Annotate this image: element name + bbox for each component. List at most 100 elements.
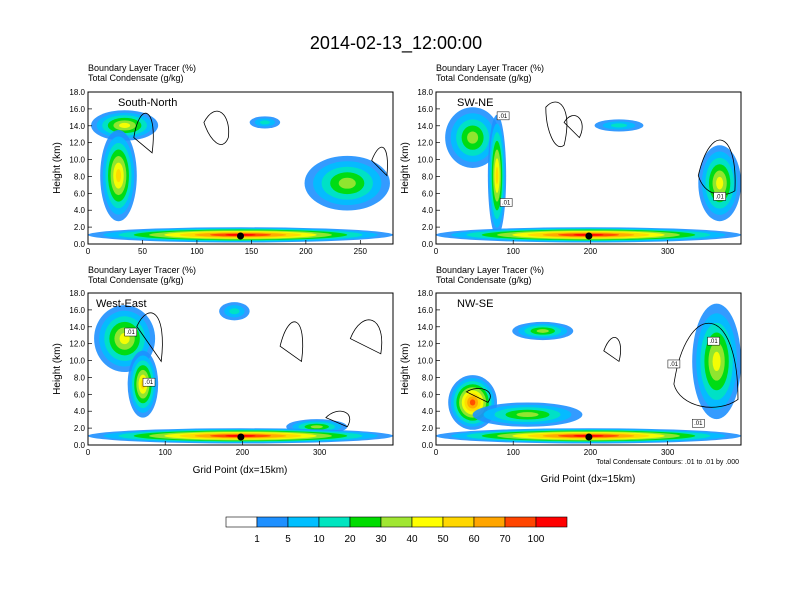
condensate-contour: [133, 112, 154, 154]
contour-label: .01: [670, 362, 679, 368]
x-tick-label: 100: [507, 247, 521, 256]
y-tick-label: 8.0: [422, 373, 434, 382]
contour-label-box: [692, 418, 705, 428]
y-tick-label: 4.0: [74, 206, 86, 215]
panel-south-north: Boundary Layer Tracer (%) Total Condensa…: [52, 63, 394, 256]
contour-label-box: [707, 336, 720, 346]
x-tick-label: 100: [507, 448, 521, 457]
colorbar-swatch: [411, 516, 444, 528]
panel-title-line-1: Boundary Layer Tracer (%): [88, 265, 196, 275]
colorbar-label: 70: [499, 534, 511, 545]
x-tick-label: 0: [434, 247, 439, 256]
y-tick-label: 4.0: [74, 407, 86, 416]
panel-nw-se: Boundary Layer Tracer (%) Total Condensa…: [400, 265, 742, 457]
y-tick-label: 0.0: [74, 441, 86, 450]
y-tick-label: 14.0: [69, 323, 85, 332]
panel-title-line-2: Total Condensate (g/kg): [436, 73, 532, 83]
y-axis-label: Height (km): [52, 142, 63, 194]
y-tick-label: 6.0: [422, 189, 434, 198]
colorbar-swatch: [349, 516, 382, 528]
x-tick-label: 200: [584, 448, 598, 457]
x-axis-label-left: Grid Point (dx=15km): [193, 465, 288, 476]
panel-label: South-North: [118, 97, 177, 109]
location-marker: [585, 232, 593, 240]
colorbar-swatch: [504, 516, 537, 528]
y-tick-label: 6.0: [74, 189, 86, 198]
panel-title-line-1: Boundary Layer Tracer (%): [88, 63, 196, 73]
panel-title-line-2: Total Condensate (g/kg): [88, 73, 184, 83]
condensate-contour: [371, 146, 388, 177]
x-tick-label: 100: [159, 448, 173, 457]
tracer-shading: [712, 351, 721, 372]
contour-label-box: [496, 111, 510, 121]
condensate-contours: [136, 312, 383, 428]
contour-label-box: [142, 377, 156, 387]
y-tick-label: 16.0: [69, 306, 85, 315]
condensate-contour: [203, 110, 230, 145]
panel-title-line-2: Total Condensate (g/kg): [88, 275, 184, 285]
y-tick-label: 6.0: [74, 390, 86, 399]
contour-label-box: [713, 192, 726, 201]
condensate-contour: [673, 323, 739, 408]
colorbar-label: 20: [344, 534, 356, 545]
axes: 0 100 200 300 0.0 2.0 4.0 6.0 8.0 10.0 12.0 14.0 16.…: [400, 88, 675, 256]
y-tick-label: 18.0: [69, 289, 85, 298]
y-tick-label: 18.0: [69, 88, 85, 97]
panel-west-east: Boundary Layer Tracer (%) Total Condensa…: [52, 265, 394, 457]
y-tick-label: 14.0: [417, 122, 433, 131]
contour-labels: .01 .01: [124, 327, 156, 387]
y-tick-label: 10.0: [69, 156, 85, 165]
x-tick-label: 200: [236, 448, 250, 457]
x-tick-label: 300: [661, 448, 675, 457]
y-tick-label: 14.0: [417, 323, 433, 332]
condensate-contour: [136, 312, 163, 363]
location-marker: [237, 232, 244, 240]
tracer-shading: [495, 166, 499, 185]
y-tick-label: 12.0: [69, 139, 85, 148]
condensate-contour: [545, 101, 568, 148]
y-tick-label: 10.0: [417, 357, 433, 366]
y-tick-label: 0.0: [422, 240, 434, 249]
y-tick-label: 2.0: [74, 223, 86, 232]
colorbar-label: 100: [528, 534, 545, 545]
y-tick-label: 8.0: [74, 172, 86, 181]
contour-label: .01: [694, 421, 703, 427]
contour-label: .01: [499, 114, 508, 120]
plot-frame: [435, 91, 742, 245]
panel-label: NW-SE: [457, 298, 493, 310]
tracer-shading: [338, 177, 356, 189]
colorbar-label: 1: [254, 534, 260, 545]
x-tick-label: 0: [86, 448, 91, 457]
panel-label: West-East: [96, 298, 147, 310]
y-tick-label: 16.0: [417, 105, 433, 114]
tracer-field: [88, 293, 393, 445]
condensate-contour: [465, 388, 491, 403]
y-tick-label: 2.0: [422, 424, 434, 433]
panel-title-line-1: Boundary Layer Tracer (%): [436, 63, 544, 73]
colorbar-swatch: [256, 516, 289, 528]
condensate-contours: [545, 101, 736, 195]
x-axis-label-right: Grid Point (dx=15km): [541, 474, 636, 485]
y-tick-label: 4.0: [422, 407, 434, 416]
contour-label: .01: [127, 330, 136, 336]
tracer-shading: [610, 123, 628, 128]
axes: 0 100 200 300 0.0 2.0 4.0 6.0 8.0 10.0 12.0 14.0 16.…: [400, 289, 675, 457]
figure-title: 2014-02-13_12:00:00: [310, 33, 482, 54]
y-tick-label: 4.0: [422, 206, 434, 215]
contour-labels: .01 .01 .01: [667, 336, 720, 428]
tracer-shading: [469, 399, 476, 406]
tracer-field: [436, 92, 742, 244]
colorbar-label: 50: [437, 534, 449, 545]
panel-title-line-1: Boundary Layer Tracer (%): [436, 265, 544, 275]
y-axis-label: Height (km): [52, 343, 63, 395]
y-tick-label: 0.0: [422, 441, 434, 450]
y-tick-label: 14.0: [69, 122, 85, 131]
tracer-shading: [119, 122, 131, 128]
y-axis-label: Height (km): [400, 142, 411, 194]
tracer-shading: [259, 120, 270, 125]
colorbar-swatch: [535, 516, 568, 528]
y-tick-label: 8.0: [74, 373, 86, 382]
y-tick-label: 12.0: [69, 340, 85, 349]
condensate-contour: [325, 410, 350, 428]
